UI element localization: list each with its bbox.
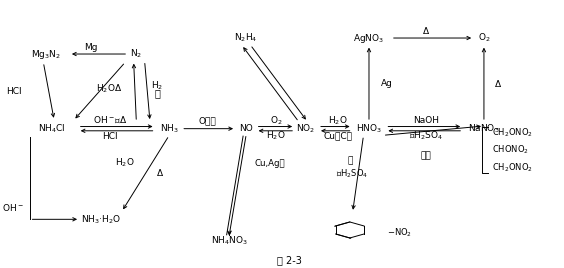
Text: N$_2$H$_4$: N$_2$H$_4$ (234, 32, 258, 44)
Text: AgNO$_3$: AgNO$_3$ (354, 32, 385, 44)
Text: NH$_3$·H$_2$O: NH$_3$·H$_2$O (81, 213, 121, 226)
Text: H$_2$O: H$_2$O (115, 156, 134, 169)
Text: $-$NO$_2$: $-$NO$_2$ (387, 226, 412, 239)
Text: HCl: HCl (6, 87, 21, 96)
Text: $\Delta$: $\Delta$ (156, 168, 165, 178)
Text: CHONO$_2$: CHONO$_2$ (492, 144, 529, 156)
Text: OH$^-$，$\Delta$: OH$^-$，$\Delta$ (93, 114, 127, 125)
Text: O$_2$: O$_2$ (478, 32, 490, 44)
Text: NaNO$_3$: NaNO$_3$ (468, 122, 500, 135)
Text: H$_2$: H$_2$ (151, 80, 164, 92)
Text: $\Delta$: $\Delta$ (494, 78, 502, 89)
Text: NaOH: NaOH (413, 116, 439, 125)
Text: O，催: O，催 (199, 117, 217, 126)
Text: 图 2-3: 图 2-3 (277, 256, 302, 266)
Text: H$_2$O: H$_2$O (328, 114, 347, 127)
Text: Mg$_3$N$_2$: Mg$_3$N$_2$ (31, 47, 61, 61)
Text: H$_2$O$\Delta$: H$_2$O$\Delta$ (96, 83, 122, 95)
Text: 浓H$_2$SO$_4$: 浓H$_2$SO$_4$ (409, 130, 444, 142)
Text: NH$_3$: NH$_3$ (160, 122, 179, 135)
Text: Mg: Mg (85, 43, 98, 52)
Text: H$_2$O: H$_2$O (266, 130, 286, 142)
Text: NO$_2$: NO$_2$ (297, 122, 316, 135)
Text: Cu，C浓: Cu，C浓 (323, 132, 352, 141)
Text: O$_2$: O$_2$ (270, 114, 282, 127)
Text: NO: NO (239, 124, 253, 133)
Text: 甘油: 甘油 (421, 151, 431, 160)
Text: HCl: HCl (103, 132, 118, 141)
Text: CH$_2$ONO$_2$: CH$_2$ONO$_2$ (492, 126, 533, 139)
Text: N$_2$: N$_2$ (130, 48, 143, 60)
Text: 苯: 苯 (347, 156, 352, 165)
Text: NH$_4$NO$_3$: NH$_4$NO$_3$ (211, 234, 248, 247)
Text: OH$^-$: OH$^-$ (2, 202, 24, 213)
Text: CH$_2$ONO$_2$: CH$_2$ONO$_2$ (492, 161, 533, 174)
Text: 催: 催 (154, 88, 160, 98)
Text: 浓H$_2$SO$_4$: 浓H$_2$SO$_4$ (336, 168, 368, 180)
Text: Cu,Ag稀: Cu,Ag稀 (254, 159, 285, 168)
Text: $\Delta$: $\Delta$ (422, 25, 430, 36)
Text: NH$_4$Cl: NH$_4$Cl (38, 122, 65, 135)
Text: Ag: Ag (381, 79, 393, 88)
Text: HNO$_3$: HNO$_3$ (356, 122, 382, 135)
